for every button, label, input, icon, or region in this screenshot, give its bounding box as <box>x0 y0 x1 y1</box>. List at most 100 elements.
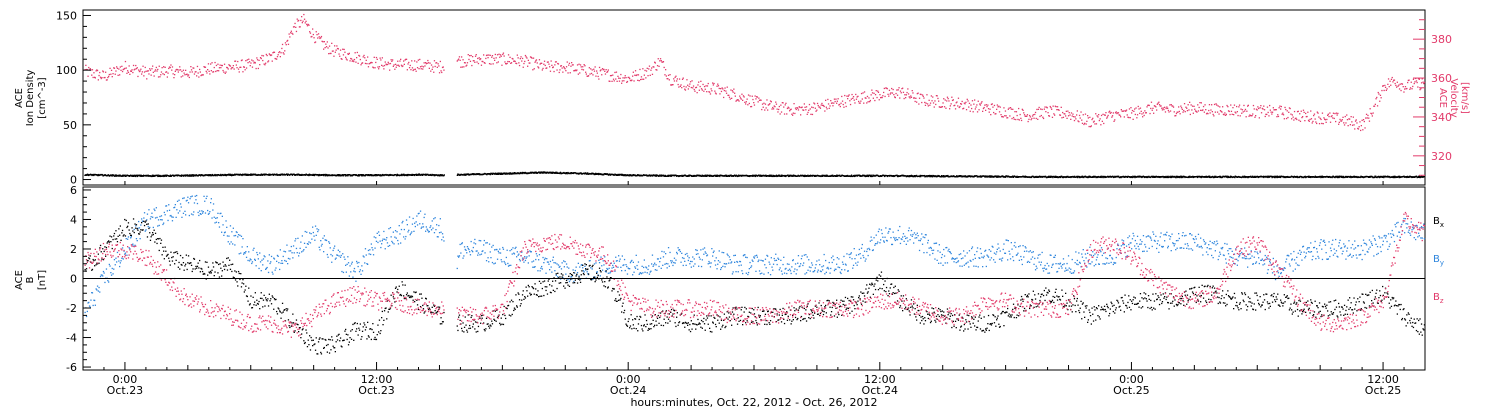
data-point-velocity <box>1409 88 1411 90</box>
data-point-velocity <box>759 99 761 101</box>
data-point-velocity <box>1266 113 1268 116</box>
data-point-velocity <box>1092 121 1095 123</box>
data-point-ion-density <box>1378 175 1380 178</box>
data-point-ion-density <box>1054 175 1056 177</box>
data-point-velocity <box>598 78 600 80</box>
data-point-ion-density <box>984 176 986 178</box>
data-point-ion-density <box>889 175 891 177</box>
data-point-ion-density <box>247 173 249 176</box>
data-point-velocity <box>317 37 319 39</box>
data-point-velocity <box>762 106 764 108</box>
data-point-velocity <box>1121 110 1123 112</box>
data-point-velocity <box>368 63 370 65</box>
data-point-ion-density <box>947 174 949 177</box>
data-point-ion-density <box>1188 176 1190 179</box>
data-point-velocity <box>373 56 375 58</box>
data-point-ion-density <box>338 175 340 177</box>
data-point-velocity <box>601 74 603 76</box>
data-point-velocity <box>1291 114 1293 116</box>
data-point-velocity <box>1092 117 1094 119</box>
data-point-ion-density <box>418 173 421 175</box>
data-point-velocity <box>496 62 498 64</box>
data-point-ion-density <box>379 174 381 176</box>
data-point-velocity <box>304 22 306 24</box>
data-point-velocity <box>204 66 206 68</box>
data-point-ion-density <box>325 174 327 176</box>
data-point-ion-density <box>261 173 263 176</box>
data-point-velocity <box>290 30 292 32</box>
data-point-ion-density <box>133 175 135 177</box>
data-point-ion-density <box>1180 176 1183 179</box>
data-point-ion-density <box>411 174 413 176</box>
data-point-velocity <box>350 57 352 60</box>
data-point-velocity <box>174 70 176 72</box>
data-point-velocity <box>315 31 317 33</box>
data-point-velocity <box>488 54 490 56</box>
data-point-velocity <box>1238 106 1240 108</box>
data-point-velocity <box>576 64 579 66</box>
data-point-velocity <box>800 114 802 116</box>
data-point-velocity <box>1329 121 1332 123</box>
data-point-velocity <box>890 92 892 94</box>
data-point-velocity <box>1288 107 1291 109</box>
data-point-ion-density <box>543 172 545 174</box>
data-point-ion-density <box>377 174 379 177</box>
data-point-velocity <box>1401 83 1403 85</box>
data-point-ion-density <box>1120 176 1122 178</box>
data-point-ion-density <box>758 174 760 176</box>
data-point-velocity <box>823 105 825 108</box>
data-point-ion-density <box>586 173 588 175</box>
data-point-velocity <box>1058 109 1060 111</box>
data-point-ion-density <box>883 174 885 177</box>
data-point-velocity <box>1018 107 1020 110</box>
data-point-velocity <box>543 60 546 62</box>
data-point-ion-density <box>554 171 557 173</box>
data-point-velocity <box>492 63 494 65</box>
data-point-velocity <box>1350 116 1352 118</box>
data-point-ion-density <box>280 174 283 176</box>
data-point-ion-density <box>728 174 730 177</box>
data-point-ion-density <box>966 175 968 177</box>
data-point-velocity <box>555 61 557 63</box>
data-point-ion-density <box>1047 176 1049 178</box>
data-point-velocity <box>1146 106 1148 108</box>
data-point-velocity <box>471 64 473 67</box>
data-point-ion-density <box>752 175 754 177</box>
data-point-velocity <box>1169 104 1171 106</box>
data-point-velocity <box>624 75 626 77</box>
data-point-ion-density <box>278 174 280 176</box>
data-point-velocity <box>785 102 787 104</box>
data-point-ion-density <box>231 173 233 176</box>
data-point-velocity <box>835 98 837 100</box>
data-point-velocity <box>1065 110 1067 112</box>
data-point-velocity <box>819 106 821 108</box>
data-point-ion-density <box>1392 175 1394 178</box>
data-point-ion-density <box>1079 175 1081 178</box>
data-point-velocity <box>928 99 930 101</box>
data-point-velocity <box>900 92 902 94</box>
data-point-velocity <box>164 66 166 68</box>
data-point-velocity <box>408 67 411 69</box>
data-point-velocity <box>309 31 311 33</box>
data-point-velocity <box>642 68 644 70</box>
data-point-velocity <box>644 69 646 72</box>
data-point-ion-density <box>726 174 728 177</box>
data-point-velocity <box>468 58 470 61</box>
data-point-velocity <box>156 70 158 72</box>
data-point-velocity <box>939 106 941 108</box>
data-point-ion-density <box>769 175 771 177</box>
data-point-velocity <box>384 61 386 63</box>
data-point-velocity <box>842 103 844 106</box>
data-point-velocity <box>781 102 783 104</box>
data-point-ion-density <box>624 174 626 177</box>
data-point-ion-density <box>1276 176 1278 179</box>
data-point-velocity <box>776 108 778 110</box>
data-point-velocity <box>353 58 356 61</box>
data-point-velocity <box>557 62 559 65</box>
data-point-velocity <box>874 94 877 96</box>
data-point-velocity <box>860 92 863 95</box>
data-point-velocity <box>560 65 562 67</box>
data-point-velocity <box>339 55 341 57</box>
data-point-velocity <box>509 56 511 58</box>
data-point-velocity <box>1151 109 1153 111</box>
